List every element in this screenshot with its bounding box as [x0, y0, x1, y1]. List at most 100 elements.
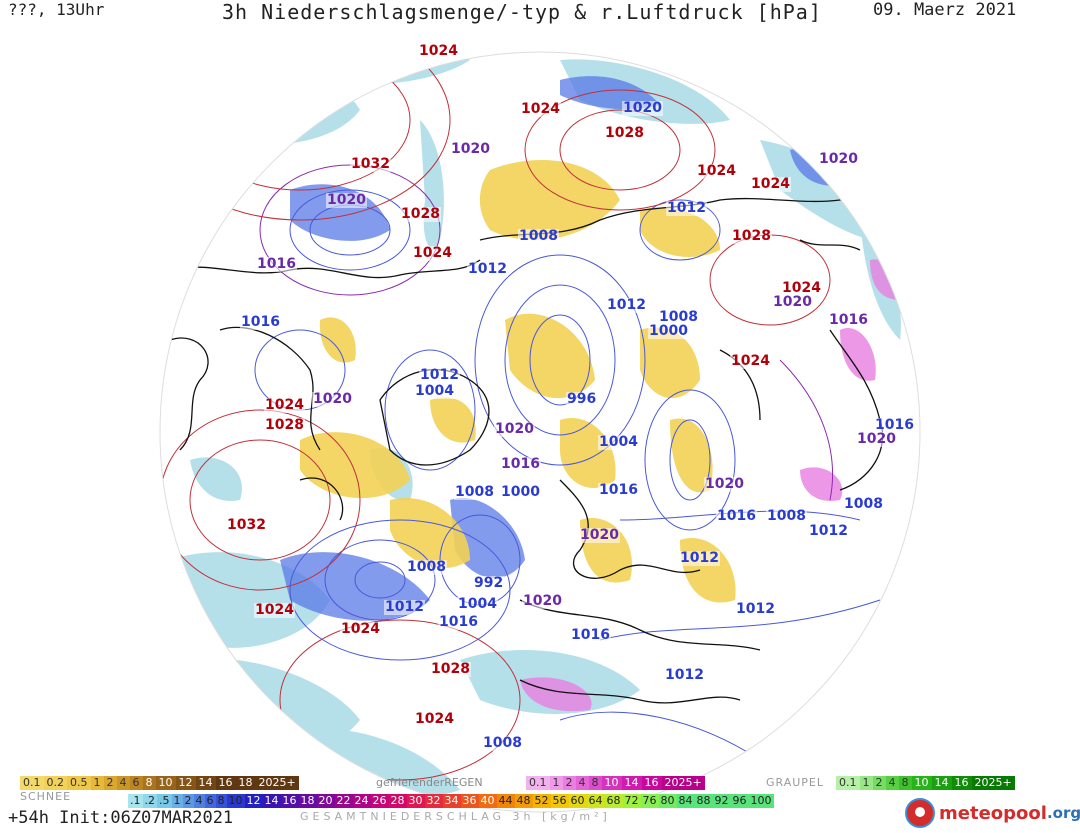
legend-total-swatch: 26: [370, 794, 389, 808]
isobar-label: 1008: [766, 508, 807, 524]
legend-total-swatch: 68: [604, 794, 623, 808]
legend-snow-swatch: 6: [129, 776, 143, 790]
isobar-label: 1028: [731, 228, 772, 244]
legend-total-swatch: 44: [496, 794, 515, 808]
legend-total-swatch: 96: [730, 794, 749, 808]
legend-graupel-swatch: 10: [911, 776, 932, 790]
legend-snow-swatch: 18: [235, 776, 256, 790]
legend-snow-swatch: 0.5: [67, 776, 91, 790]
legend-graupel-swatch: 1: [859, 776, 873, 790]
legend-total-label: GESAMTNIEDERSCHLAG 3h [kg/m²]: [300, 810, 611, 823]
legend-snow-swatch: 2: [103, 776, 117, 790]
isobar-label: 1012: [735, 601, 776, 617]
isobar-label: 1024: [730, 353, 771, 369]
isobar-label: 1008: [482, 735, 523, 751]
isobar-label: 1024: [254, 602, 295, 618]
isobar-label: 1024: [264, 397, 305, 413]
isobar-label: 1016: [716, 508, 757, 524]
legend-total-swatch: 32: [424, 794, 443, 808]
legend-total-swatch: .5: [157, 794, 172, 808]
isobar-label: 1000: [500, 484, 541, 500]
isobar-label: 1012: [679, 550, 720, 566]
legend-total-swatch: 8: [215, 794, 227, 808]
legend-total-swatch: 100: [748, 794, 774, 808]
isobar-label: 1012: [664, 667, 705, 683]
isobar-label: 1016: [438, 614, 479, 630]
legend-freezing-rain-swatch: 14: [621, 776, 642, 790]
isobar-label: 1024: [520, 101, 561, 117]
valid-date: 09. Maerz 2021: [873, 0, 1017, 20]
legend-total-swatch: 88: [694, 794, 713, 808]
legend-snow-swatch: 12: [175, 776, 196, 790]
brand-logo-link[interactable]: meteopool .org: [905, 798, 1080, 828]
legend-graupel-swatch: 0.1: [836, 776, 860, 790]
legend-freezing-rain-swatch: 8: [588, 776, 602, 790]
isobar-label: 1012: [419, 367, 460, 383]
isobar-label: 1024: [696, 163, 737, 179]
legend-total-swatch: 34: [442, 794, 461, 808]
legend-total-swatch: 18: [298, 794, 317, 808]
legend-total-swatch: 22: [334, 794, 353, 808]
legend-graupel: 0.1 1 2 4 8 10 14 16 2025+: [836, 776, 1015, 790]
isobar-label: 1020: [522, 593, 563, 609]
meteopool-logo-icon: [905, 798, 935, 828]
map-border: [159, 51, 921, 813]
legend-graupel-swatch: 2025+: [971, 776, 1015, 790]
legend-freezing-rain: 0.1 1 2 4 8 10 14 16 2025+: [526, 776, 705, 790]
isobar-label: 1028: [604, 125, 645, 141]
isobar-label: 1000: [648, 323, 689, 339]
legend-graupel-swatch: 8: [898, 776, 912, 790]
isobar-label: 1020: [622, 100, 663, 116]
isobar-label: 1020: [818, 151, 859, 167]
isobar-label: 1016: [570, 627, 611, 643]
legend-freezing-rain-swatch: 10: [601, 776, 622, 790]
legend-total-swatch: 20: [316, 794, 335, 808]
legend-total-swatch: 16: [280, 794, 299, 808]
legend-snow-swatch: 4: [116, 776, 130, 790]
isobar-label: 1032: [226, 517, 267, 533]
legend-total-swatch: 6: [204, 794, 216, 808]
legend-total-swatch: 10: [226, 794, 245, 808]
isobar-label: 1004: [457, 596, 498, 612]
legend-freezing-rain-label: gefrierenderREGEN: [376, 776, 483, 789]
legend-total-swatch: 28: [388, 794, 407, 808]
legend-snow-swatch: 2025+: [255, 776, 299, 790]
isobar-label: 1024: [781, 280, 822, 296]
forecast-day-label: ???, 13Uhr: [8, 0, 105, 19]
init-run-label: +54h Init:06Z07MAR2021: [8, 808, 234, 828]
isobar-label: 1024: [750, 176, 791, 192]
legend-snow-swatch: 1: [90, 776, 104, 790]
legend-total-swatch: 14: [262, 794, 281, 808]
legend-total-swatch: 30: [406, 794, 425, 808]
legend-total-swatch: 80: [658, 794, 677, 808]
legend-total-swatch: 64: [586, 794, 605, 808]
legend-snow-label: SCHNEE: [20, 790, 72, 803]
legend-total-swatch: 12: [244, 794, 263, 808]
brand-name: meteopool: [939, 802, 1047, 824]
legend-graupel-swatch: 16: [951, 776, 972, 790]
legend-freezing-rain-swatch: 2: [562, 776, 576, 790]
isobar-label: 1020: [450, 141, 491, 157]
isobar-label: 1032: [350, 156, 391, 172]
isobar-label: 1016: [256, 256, 297, 272]
isobar-label: 1008: [843, 496, 884, 512]
isobar-label: 992: [473, 575, 505, 591]
legend-total-swatch: .1: [128, 794, 143, 808]
page-title: 3h Niederschlagsmenge/-typ & r.Luftdruck…: [222, 0, 822, 24]
legend-graupel-swatch: 4: [885, 776, 899, 790]
legend-freezing-rain-swatch: 4: [575, 776, 589, 790]
isobar-label: 1020: [704, 476, 745, 492]
legend-graupel-label: GRAUPEL: [766, 776, 825, 789]
legend-total-swatch: 92: [712, 794, 731, 808]
legend-snow-swatch: 0.1: [20, 776, 44, 790]
legend-total-swatch: 24: [352, 794, 371, 808]
legend-total-swatch: 72: [622, 794, 641, 808]
legend-total-swatch: 52: [532, 794, 551, 808]
legend-total-swatch: 2: [182, 794, 194, 808]
isobar-label: 1012: [606, 297, 647, 313]
isobar-label: 1008: [518, 228, 559, 244]
isobars: [160, 52, 881, 781]
isobar-label: 1024: [340, 621, 381, 637]
legend-freezing-rain-swatch: 0.1: [526, 776, 550, 790]
